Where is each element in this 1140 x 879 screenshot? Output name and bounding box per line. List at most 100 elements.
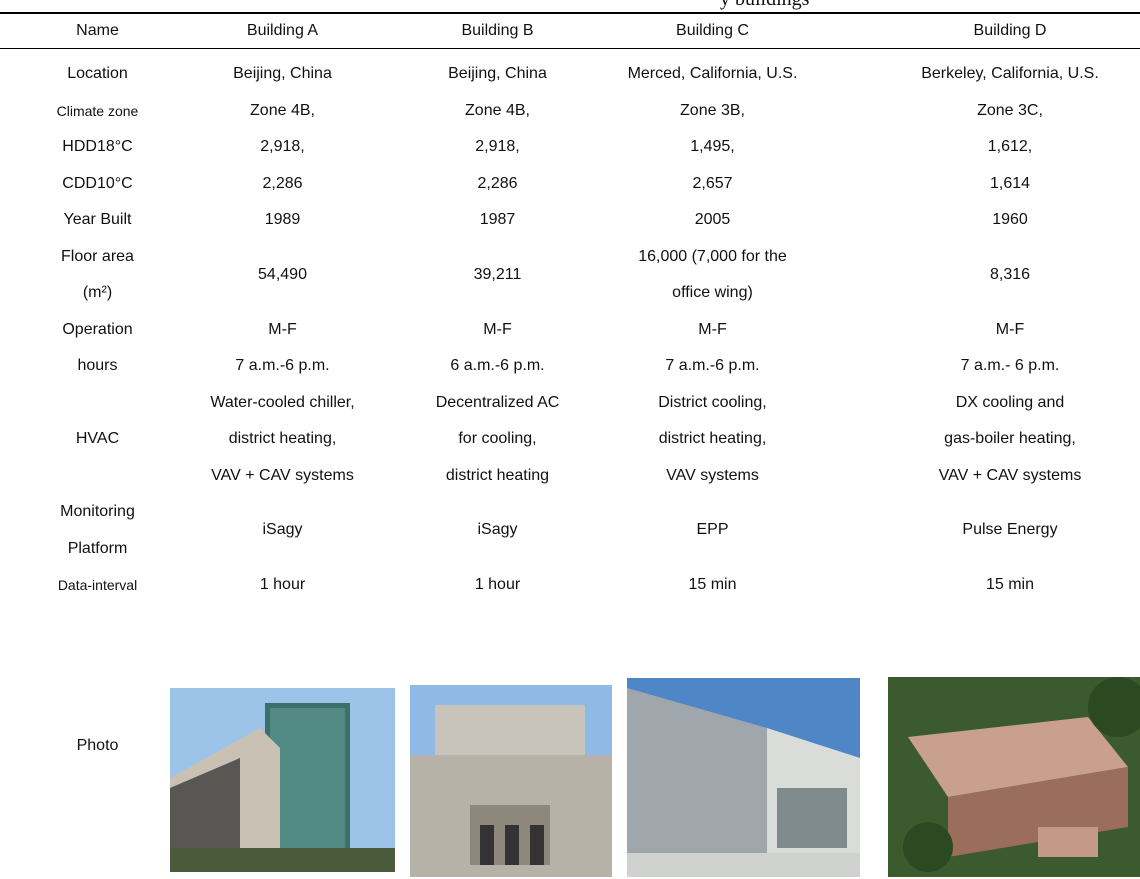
- cell-line: Building B: [461, 13, 533, 50]
- cell-line: 39,211: [474, 257, 522, 294]
- cell-line: 2,918,: [475, 129, 519, 166]
- row-label: Year Built: [30, 202, 165, 239]
- cell: Zone 4B,: [400, 93, 595, 130]
- cell-line: (m²): [83, 275, 112, 312]
- cell-line: 2,657: [692, 166, 732, 203]
- cell-line: Merced, California, U.S.: [628, 56, 798, 93]
- photo-building-a: [170, 688, 395, 872]
- cell-line: 1 hour: [260, 567, 305, 604]
- cell-line: Year Built: [64, 202, 132, 239]
- cell: 39,211: [400, 239, 595, 312]
- cell: 15 min: [605, 567, 820, 604]
- cell-line: HVAC: [76, 421, 119, 458]
- cell-line: Platform: [68, 531, 128, 568]
- cell-line: Berkeley, California, U.S.: [921, 56, 1099, 93]
- cell-line: Data-interval: [58, 567, 137, 604]
- row-label: Location: [30, 56, 165, 93]
- cell-line: M-F: [996, 312, 1024, 349]
- cell-line: Zone 4B,: [250, 93, 315, 130]
- cell: 1987: [400, 202, 595, 239]
- cell-line: district heating: [446, 458, 549, 495]
- cell-line: Monitoring: [60, 494, 135, 531]
- cell: Pulse Energy: [880, 494, 1140, 567]
- cell: Berkeley, California, U.S.: [880, 56, 1140, 93]
- cell: Building A: [170, 14, 395, 48]
- cell-line: 1 hour: [475, 567, 520, 604]
- cell-line: 7 a.m.-6 p.m.: [665, 348, 759, 385]
- cell-line: M-F: [698, 312, 726, 349]
- cell: 2,286: [170, 166, 395, 203]
- cell-line: Floor area: [61, 239, 134, 276]
- cell-line: Operation: [62, 312, 132, 349]
- cell-line: Climate zone: [57, 93, 139, 130]
- cell: iSagy: [400, 494, 595, 567]
- cell: Beijing, China: [400, 56, 595, 93]
- row-label: Name: [30, 14, 165, 48]
- cell-line: Location: [67, 56, 128, 93]
- cell: 1,614: [880, 166, 1140, 203]
- cell: 2,657: [605, 166, 820, 203]
- cell: 15 min: [880, 567, 1140, 604]
- cell-line: 16,000 (7,000 for the: [638, 239, 787, 276]
- cell-line: DX cooling and: [956, 385, 1065, 422]
- cell-line: M-F: [483, 312, 511, 349]
- cell: iSagy: [170, 494, 395, 567]
- cell-line: 1,612,: [988, 129, 1032, 166]
- photo-building-d: [888, 677, 1140, 877]
- cell-line: for cooling,: [458, 421, 536, 458]
- cell-line: office wing): [672, 275, 753, 312]
- cell: 2,286: [400, 166, 595, 203]
- cell-line: iSagy: [477, 512, 517, 549]
- cell-line: Zone 3B,: [680, 93, 745, 130]
- cell-line: 1987: [480, 202, 516, 239]
- cell-line: Zone 4B,: [465, 93, 530, 130]
- cell-line: Building C: [676, 13, 749, 50]
- cell-line: Name: [76, 13, 119, 50]
- cell-line: hours: [77, 348, 117, 385]
- cell-line: M-F: [268, 312, 296, 349]
- cell-line: Beijing, China: [233, 56, 332, 93]
- cell-line: 1,614: [990, 166, 1030, 203]
- cell: 1 hour: [400, 567, 595, 604]
- cell-line: EPP: [696, 512, 728, 549]
- cell: 1989: [170, 202, 395, 239]
- cell-line: 1989: [265, 202, 301, 239]
- table-page: y buildings NameBuilding ABuilding BBuil…: [0, 0, 1140, 879]
- cell-line: VAV + CAV systems: [939, 458, 1082, 495]
- cell: 8,316: [880, 239, 1140, 312]
- cell: EPP: [605, 494, 820, 567]
- cell: Merced, California, U.S.: [605, 56, 820, 93]
- cell: Building B: [400, 14, 595, 48]
- cell: District cooling,district heating,VAV sy…: [605, 385, 820, 495]
- photo-label: Photo: [30, 614, 165, 879]
- row-label: HVAC: [30, 385, 165, 495]
- cell-line: Building A: [247, 13, 318, 50]
- cell: Zone 3C,: [880, 93, 1140, 130]
- cell-line: Pulse Energy: [962, 512, 1057, 549]
- cell-line: HDD18°C: [62, 129, 132, 166]
- cell: Building C: [605, 14, 820, 48]
- cell-line: 54,490: [258, 257, 307, 294]
- cell-line: 2,286: [477, 166, 517, 203]
- cell-line: Building D: [974, 13, 1047, 50]
- cell: 1,495,: [605, 129, 820, 166]
- cell-line: 2,918,: [260, 129, 304, 166]
- cell: 1 hour: [170, 567, 395, 604]
- cell-line: Decentralized AC: [436, 385, 560, 422]
- cell: 2,918,: [170, 129, 395, 166]
- cell-line: district heating,: [229, 421, 337, 458]
- cell-line: 2005: [695, 202, 731, 239]
- cell-line: 7 a.m.-6 p.m.: [235, 348, 329, 385]
- cell: Zone 4B,: [170, 93, 395, 130]
- cell-line: VAV + CAV systems: [211, 458, 354, 495]
- cell-line: iSagy: [262, 512, 302, 549]
- cell: 54,490: [170, 239, 395, 312]
